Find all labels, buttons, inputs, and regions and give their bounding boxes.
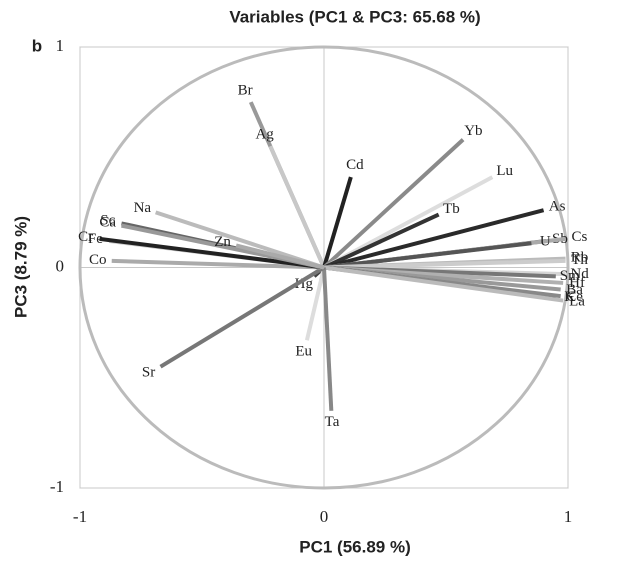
loading-vector: [159, 265, 326, 369]
vector-label: Cs: [572, 229, 588, 245]
vector-label: Fe: [88, 231, 103, 247]
vector-label: Ba: [566, 282, 583, 298]
x-axis-label: PC1 (56.89 %): [299, 537, 411, 556]
loading-vector: [99, 236, 325, 270]
vector-label: K: [564, 289, 575, 305]
vector-label: Cr: [78, 229, 93, 245]
vector-label: Co: [89, 252, 107, 268]
vector-label: Ag: [255, 127, 274, 143]
vector-label: Nd: [570, 266, 589, 282]
vector-label: Eu: [295, 343, 312, 359]
loading-vector: [304, 267, 326, 341]
loading-vector: [111, 258, 325, 270]
vector-label: Sr: [142, 364, 155, 380]
vector-label: Cd: [346, 157, 364, 173]
vector-label: Br: [238, 83, 253, 99]
loading-vector: [155, 210, 325, 270]
y-tick-label: 1: [56, 36, 65, 55]
y-tick-label: 0: [56, 256, 65, 275]
loading-vector: [322, 176, 353, 269]
loading-vector: [235, 243, 325, 270]
vector-label: Tb: [443, 201, 460, 217]
loading-vector: [323, 258, 566, 270]
vector-label: Na: [134, 200, 152, 216]
loading-vector: [323, 212, 440, 270]
vector-label: Th: [571, 252, 588, 268]
vector-label: Lu: [496, 163, 513, 179]
correlation-circle: [78, 45, 570, 490]
vector-label: Ce: [566, 289, 583, 305]
loading-vector: [322, 138, 465, 269]
loading-vector: [323, 241, 532, 270]
vector-label: Hf: [569, 275, 585, 291]
vector-label: Sc: [100, 212, 115, 228]
loading-vector: [268, 145, 326, 269]
x-tick-label: -1: [73, 507, 87, 526]
loading-vector: [323, 208, 545, 270]
chart-title: Variables (PC1 & PC3: 65.68 %): [229, 7, 480, 26]
loading-vector: [322, 267, 334, 411]
loading-vector: [323, 265, 564, 303]
x-tick-label: 0: [320, 507, 329, 526]
vector-label: La: [569, 294, 585, 310]
x-tick-label: 1: [564, 507, 573, 526]
vector-label: Rb: [571, 250, 589, 266]
vector-label: Yb: [464, 123, 482, 139]
vector-label: Hg: [295, 276, 314, 292]
vector-label: U: [540, 233, 551, 249]
vector-label: Sm: [560, 268, 580, 284]
y-axis-label: PC3 (8.79 %): [11, 216, 30, 318]
vector-label: Ta: [325, 414, 340, 430]
vector-label: Zn: [214, 234, 231, 250]
vector-label: Ca: [99, 215, 116, 231]
y-tick-label: -1: [50, 477, 64, 496]
panel-label: b: [32, 36, 42, 55]
vector-label: As: [549, 199, 566, 215]
